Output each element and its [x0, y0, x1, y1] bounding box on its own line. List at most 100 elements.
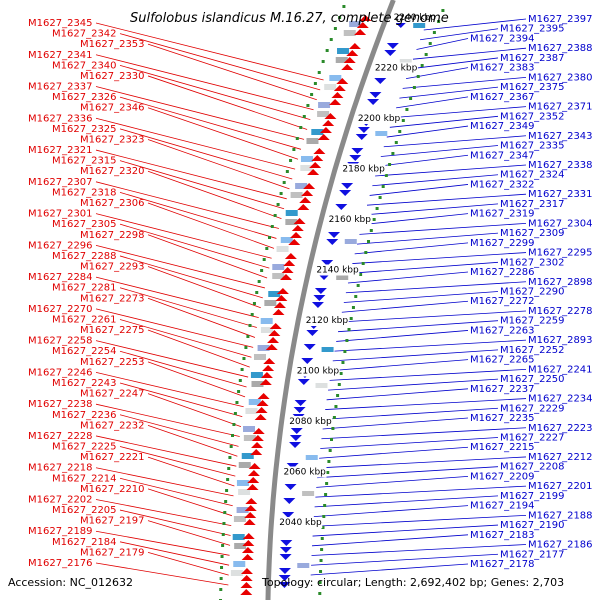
- left-gene-label: M1627_2345: [28, 18, 93, 29]
- right-gene-label: M1627_2388: [528, 43, 593, 54]
- right-gene-label: M1627_2380: [528, 72, 593, 83]
- feature-block: [344, 239, 357, 244]
- tick-dot: [279, 192, 283, 195]
- tick-dot: [221, 533, 225, 536]
- left-gene-label: M1627_2210: [80, 484, 145, 495]
- left-leader-line: [147, 424, 238, 457]
- right-gene-label: M1627_2309: [500, 228, 565, 239]
- right-leader-line: [312, 524, 499, 537]
- tick-dot: [318, 592, 322, 595]
- left-leader-line: [95, 308, 254, 348]
- left-gene-label: M1627_2288: [52, 251, 117, 262]
- left-gene-label: M1627_2323: [80, 134, 145, 145]
- right-gene-label: M1627_2367: [470, 92, 535, 103]
- left-gene-label: M1627_2306: [80, 198, 145, 209]
- tick-dot: [378, 196, 382, 199]
- left-gene-label: M1627_2221: [80, 452, 145, 463]
- left-gene-label: M1627_2246: [28, 367, 93, 378]
- forward-gene-arrow: [299, 197, 312, 203]
- reverse-gene-arrow: [355, 134, 368, 140]
- left-gene-label: M1627_2275: [80, 325, 145, 336]
- tick-dot: [332, 416, 336, 419]
- right-leader-line: [405, 67, 469, 80]
- forward-gene-arrow: [263, 358, 276, 364]
- right-leader-line: [416, 38, 469, 50]
- tick-dot: [265, 247, 269, 250]
- forward-gene-arrow: [265, 344, 278, 350]
- right-gene-label: M1627_2383: [470, 63, 535, 74]
- forward-gene-arrow: [341, 64, 354, 70]
- left-gene-label: M1627_2305: [52, 219, 117, 230]
- right-gene-label: M1627_2349: [470, 121, 535, 132]
- tick-dot: [321, 526, 325, 529]
- reverse-gene-arrow: [374, 78, 387, 84]
- tick-dot: [238, 379, 242, 382]
- left-gene-label: M1627_2315: [52, 156, 117, 167]
- right-leader-line: [402, 76, 527, 89]
- right-gene-label: M1627_2397: [528, 14, 593, 25]
- left-gene-label: M1627_2330: [80, 71, 145, 82]
- tick-dot: [276, 203, 280, 206]
- left-gene-label: M1627_2258: [28, 336, 93, 347]
- scale-label-bg: [295, 365, 340, 377]
- forward-gene-arrow: [346, 50, 359, 56]
- left-gene-label: M1627_2273: [80, 293, 145, 304]
- left-leader-line: [119, 128, 293, 180]
- right-gene-label: M1627_2304: [528, 218, 593, 229]
- right-gene-label: M1627_2394: [470, 33, 535, 44]
- tick-dot: [235, 401, 239, 404]
- tick-dot: [260, 269, 264, 272]
- reverse-gene-arrow: [290, 428, 303, 434]
- reverse-gene-arrow: [351, 148, 364, 154]
- right-leader-line: [322, 417, 469, 430]
- scale-label: 2100 kbp: [297, 367, 340, 377]
- tick-dot: [367, 240, 371, 243]
- tick-dot: [334, 405, 338, 408]
- right-gene-label: M1627_2215: [470, 442, 535, 453]
- tick-dot: [328, 449, 332, 452]
- right-leader-line: [364, 203, 499, 216]
- right-gene-label: M1627_2265: [470, 355, 535, 366]
- right-gene-label: M1627_2295: [528, 248, 593, 259]
- reverse-gene-arrow: [303, 344, 316, 350]
- left-gene-label: M1627_2184: [52, 537, 117, 548]
- forward-gene-arrow: [273, 302, 286, 308]
- tick-dot: [227, 467, 231, 470]
- feature-block: [264, 300, 277, 306]
- feature-block: [315, 383, 328, 388]
- left-leader-line: [147, 170, 282, 220]
- reverse-gene-arrow: [394, 22, 407, 28]
- tick-dot: [342, 5, 346, 8]
- feature-block: [297, 563, 310, 568]
- forward-gene-arrow: [359, 15, 372, 21]
- forward-gene-arrow: [301, 190, 314, 196]
- scale-label-bg: [341, 163, 386, 175]
- forward-gene-arrow: [251, 442, 264, 448]
- left-leader-line: [95, 181, 279, 229]
- left-leader-line: [95, 276, 259, 319]
- topology-summary: Topology: circular; Length: 2,692,402 bp…: [261, 576, 564, 589]
- forward-gene-arrow: [317, 134, 330, 140]
- tick-dot: [233, 412, 237, 415]
- left-gene-label: M1627_2326: [52, 92, 117, 103]
- left-leader-line: [95, 435, 237, 467]
- tick-dot: [321, 60, 325, 63]
- forward-gene-arrow: [251, 435, 264, 441]
- right-gene-label: M1627_2338: [528, 160, 593, 171]
- accession-label: Accession: NC_012632: [8, 576, 133, 589]
- right-leader-line: [320, 437, 499, 449]
- feature-block: [335, 57, 348, 63]
- right-leader-line: [328, 378, 499, 391]
- reverse-gene-arrow: [386, 43, 399, 49]
- left-leader-line: [95, 499, 232, 526]
- forward-gene-arrow: [311, 155, 324, 161]
- right-leader-line: [375, 164, 527, 177]
- forward-gene-arrow: [343, 57, 356, 63]
- tick-dot: [347, 328, 351, 331]
- tick-dot: [295, 137, 299, 140]
- left-gene-label: M1627_2353: [80, 39, 145, 50]
- forward-gene-arrow: [329, 99, 342, 105]
- feature-block: [268, 291, 281, 297]
